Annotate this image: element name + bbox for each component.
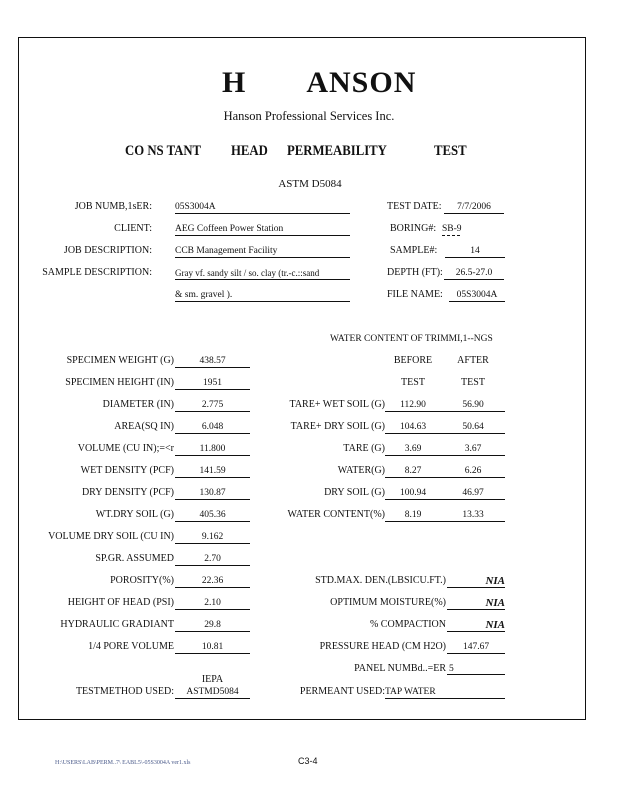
specimen-label: 1/4 PORE VOLUME (88, 641, 174, 652)
water-content-label: TARE+ WET SOIL (G) (289, 399, 385, 410)
file-name-value: 05S3004A (449, 289, 505, 302)
standard: ASTM D5084 (278, 178, 342, 190)
boring-label: BORING#: (390, 223, 437, 234)
specimen-value: 11.800 (175, 443, 250, 456)
before-header-2: TEST (401, 377, 425, 388)
compaction-label: PANEL NUMBd..=ER (354, 663, 446, 674)
test-method-above: IEPA (201, 674, 224, 685)
compaction-label: STD.MAX. DEN.(LBSICU.FT.) (315, 575, 446, 586)
before-value: 3.69 (385, 443, 441, 456)
water-content-label: TARE (G) (343, 443, 385, 454)
water-content-label: TARE+ DRY SOIL (G) (290, 421, 385, 432)
specimen-value: 438.57 (175, 355, 250, 368)
company-name: Hanson Professional Services Inc. (223, 109, 395, 123)
specimen-value: 1951 (175, 377, 250, 390)
specimen-label: AREA(SQ IN) (114, 421, 174, 432)
specimen-value: 9.162 (175, 531, 250, 544)
test-method-value: ASTMD5084 (175, 686, 250, 699)
specimen-label: WT.DRY SOIL (G) (95, 509, 174, 520)
specimen-value: 405.36 (175, 509, 250, 522)
specimen-value: 2.10 (175, 597, 250, 610)
specimen-value: 6.048 (175, 421, 250, 434)
specimen-label: DRY DENSITY (PCF) (81, 487, 174, 498)
file-path: H:\USERS\LAB\PERM..7\ EABL5\-05S3004A ve… (55, 760, 191, 766)
after-value: 50.64 (441, 421, 505, 434)
after-value: 46.97 (441, 487, 505, 500)
specimen-value: 29.8 (175, 619, 250, 632)
depth-label: DEPTH (FT): (387, 267, 443, 278)
before-value: 104.63 (385, 421, 441, 434)
sample-number-value: 14 (445, 245, 505, 258)
test-method-label: TESTMETHOD USED: (75, 686, 174, 697)
specimen-value: 2.70 (175, 553, 250, 566)
after-value: 13.33 (441, 509, 505, 522)
title-word: CO NS TANT (125, 143, 202, 159)
after-value: 3.67 (441, 443, 505, 456)
permeant-label: PERMEANT USED: (299, 686, 385, 697)
water-content-label: DRY SOIL (G) (324, 487, 385, 498)
boring-value: SB-9 (442, 224, 462, 236)
client-value: AEG Coffeen Power Station (175, 223, 350, 236)
specimen-label: DIAMETER (IN) (102, 399, 174, 410)
file-name-label: FILE NAME: (387, 289, 443, 300)
sample-description-value-2: & sm. gravel ). (175, 289, 350, 302)
specimen-value: 22.36 (175, 575, 250, 588)
specimen-label: VOLUME (CU IN);=<r (77, 443, 174, 454)
page-number: C3-4 (298, 756, 318, 766)
specimen-label: SPECIMEN WEIGHT (G) (66, 355, 174, 366)
test-date-value: 7/7/2006 (444, 201, 504, 214)
after-header-2: TEST (461, 377, 485, 388)
permeant-value: TAP WATER (385, 686, 505, 699)
sample-number-label: SAMPLE#: (390, 245, 438, 256)
compaction-label: OPTIMUM MOISTURE(%) (330, 597, 446, 608)
water-content-heading: WATER CONTENT OF TRIMMI,1--NGS (330, 334, 493, 344)
test-date-label: TEST DATE: (387, 201, 442, 212)
title-word: TEST (434, 143, 467, 159)
client-label: CLIENT: (114, 223, 152, 234)
specimen-label: VOLUME DRY SOIL (CU IN) (48, 531, 174, 542)
job-number-value: 05S3004A (175, 201, 350, 214)
compaction-value: NIA (447, 597, 505, 610)
after-header: AFTER (457, 355, 489, 366)
job-description-value: CCB Management Facility (175, 245, 350, 258)
before-value: 100.94 (385, 487, 441, 500)
specimen-label: SP.GR. ASSUMED (95, 553, 174, 564)
specimen-label: HYDRAULIC GRADIANT (60, 619, 174, 630)
specimen-value: 141.59 (175, 465, 250, 478)
compaction-value: NIA (447, 575, 505, 588)
specimen-value: 130.87 (175, 487, 250, 500)
specimen-value: 2.775 (175, 399, 250, 412)
title-word: HEAD (231, 143, 268, 159)
specimen-label: POROSITY(%) (110, 575, 174, 586)
before-header: BEFORE (393, 355, 433, 366)
compaction-label: % COMPACTION (369, 619, 446, 630)
specimen-value: 10.81 (175, 641, 250, 654)
compaction-label: PRESSURE HEAD (CM H2O) (319, 641, 446, 652)
sample-description-label: SAMPLE DESCRIPTION: (42, 267, 152, 278)
before-value: 112.90 (385, 399, 441, 412)
job-number-label: JOB NUMB,1sER: (74, 201, 152, 212)
compaction-value: NIA (447, 619, 505, 632)
hanson-logo: H ANSON (222, 66, 417, 99)
specimen-label: SPECIMEN HEIGHT (IN) (65, 377, 174, 388)
job-description-label: JOB DESCRIPTION: (63, 245, 152, 256)
title-word: PERMEABILITY (287, 143, 387, 159)
compaction-value: 5 (447, 663, 505, 675)
specimen-label: HEIGHT OF HEAD (PSI) (67, 597, 174, 608)
compaction-value: 147.67 (447, 641, 505, 654)
water-content-label: WATER CONTENT(%) (287, 509, 385, 520)
water-content-label: WATER(G) (337, 465, 385, 476)
before-value: 8.27 (385, 465, 441, 478)
specimen-label: WET DENSITY (PCF) (80, 465, 174, 476)
before-value: 8.19 (385, 509, 441, 522)
depth-value: 26.5-27.0 (444, 267, 504, 280)
after-value: 6.26 (441, 465, 505, 478)
form-border (18, 37, 586, 720)
sample-description-value: Gray vf. sandy silt / so. clay (tr.-c.::… (175, 267, 350, 280)
after-value: 56.90 (441, 399, 505, 412)
